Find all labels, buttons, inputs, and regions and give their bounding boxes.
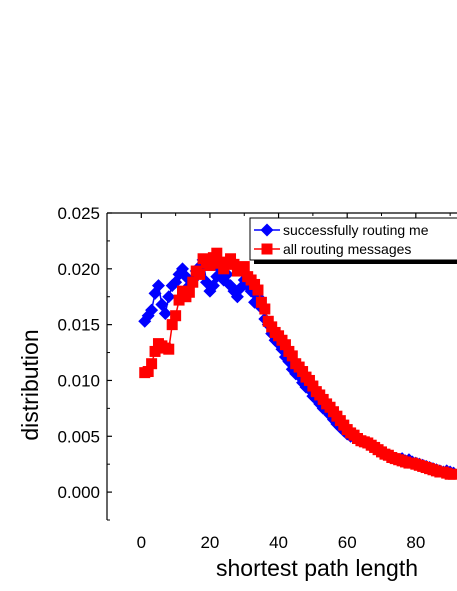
y-tick-label: 0.010 bbox=[57, 371, 100, 390]
data-point-square bbox=[238, 261, 250, 273]
data-point-square bbox=[149, 345, 161, 357]
data-point-square bbox=[262, 315, 274, 327]
legend: successfully routing me all routing messa… bbox=[249, 217, 457, 264]
data-point-diamond bbox=[162, 290, 176, 304]
data-point-square bbox=[303, 374, 315, 386]
data-point-square bbox=[297, 366, 309, 378]
data-point-square bbox=[183, 286, 195, 298]
data-point-square bbox=[252, 284, 264, 296]
data-point-square bbox=[204, 259, 216, 271]
x-tick-label: 60 bbox=[338, 533, 357, 552]
data-point-diamond bbox=[151, 279, 165, 293]
legend-label: all routing messages bbox=[283, 241, 411, 257]
x-tick-label: 40 bbox=[269, 533, 288, 552]
legend-marker bbox=[261, 243, 273, 255]
data-point-diamond bbox=[158, 306, 172, 320]
x-tick-label: 80 bbox=[406, 533, 425, 552]
legend-box bbox=[249, 217, 457, 261]
data-point-square bbox=[146, 358, 158, 370]
data-point-square bbox=[448, 468, 457, 480]
data-point-square bbox=[228, 258, 240, 270]
plot-axes: 0.000 0.005 0.010 0.015 0.020 0.025 0 20 40 60 80 bbox=[57, 204, 457, 552]
data-point-square bbox=[211, 247, 223, 259]
x-axis-title: shortest path length bbox=[216, 555, 418, 581]
y-tick-label: 0.020 bbox=[57, 260, 100, 279]
data-point-square bbox=[170, 310, 182, 322]
legend-label: successfully routing me bbox=[283, 222, 429, 238]
data-point-square bbox=[279, 339, 291, 351]
data-point-square bbox=[259, 303, 271, 315]
data-point-diamond bbox=[145, 303, 159, 317]
data-point-square bbox=[214, 257, 226, 269]
data-point-square bbox=[255, 296, 267, 308]
data-point-square bbox=[249, 278, 261, 290]
y-tick-label: 0.005 bbox=[57, 427, 100, 446]
data-point-square bbox=[194, 268, 206, 280]
data-point-square bbox=[187, 276, 199, 288]
data-point-square bbox=[266, 321, 278, 333]
data-point-square bbox=[142, 366, 154, 378]
x-tick-label: 20 bbox=[200, 533, 219, 552]
x-tick-label: 0 bbox=[137, 533, 146, 552]
data-point-square bbox=[218, 263, 230, 275]
series-1 bbox=[139, 247, 457, 480]
data-point-square bbox=[176, 285, 188, 297]
y-tick-label: 0.025 bbox=[57, 204, 100, 223]
legend-marker bbox=[260, 223, 274, 237]
data-point-square bbox=[307, 380, 319, 392]
y-tick-label: 0.000 bbox=[57, 483, 100, 502]
data-point-square bbox=[166, 319, 178, 331]
data-point-square bbox=[225, 253, 237, 265]
data-point-square bbox=[286, 350, 298, 362]
data-point-square bbox=[163, 343, 175, 355]
data-point-square bbox=[173, 294, 185, 306]
y-axis-title: distribution bbox=[17, 329, 43, 440]
y-tick-label: 0.015 bbox=[57, 316, 100, 335]
